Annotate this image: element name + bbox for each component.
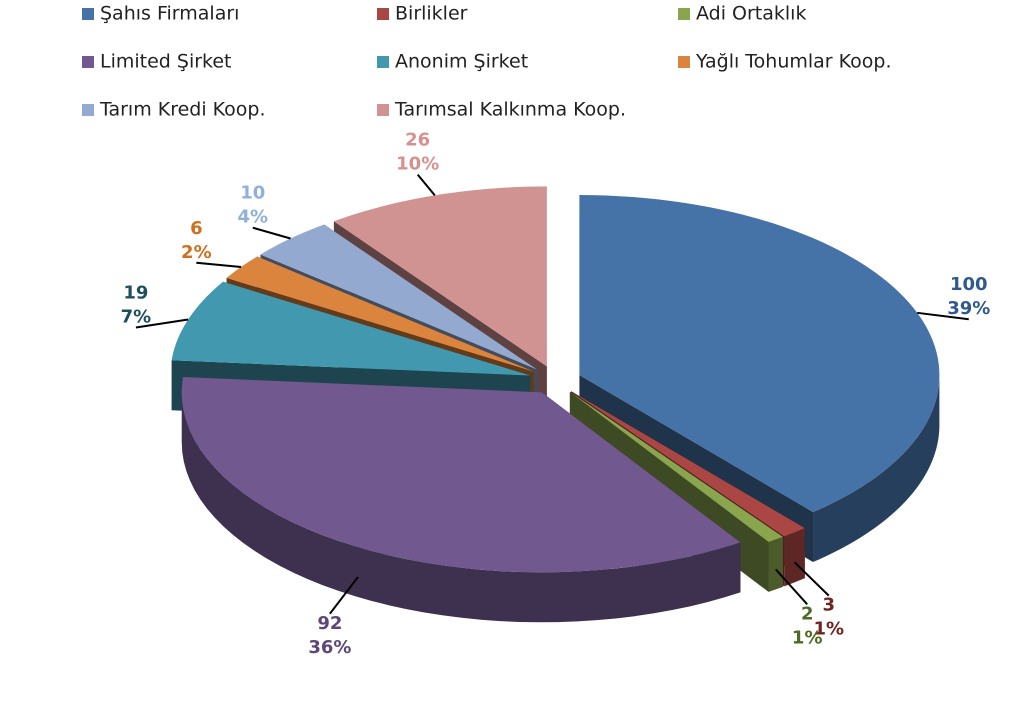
legend-swatch: [82, 8, 94, 20]
legend-label: Limited Şirket: [100, 51, 232, 73]
value-label: 19: [123, 282, 148, 303]
slice-side: [768, 536, 783, 592]
legend-swatch: [82, 56, 94, 68]
legend-swatch: [82, 104, 94, 116]
leader-line: [329, 576, 359, 615]
slice: [181, 376, 741, 573]
value-label: 92: [317, 613, 342, 634]
percent-label: 4%: [238, 207, 269, 228]
leader-line: [135, 318, 189, 329]
legend-swatch: [377, 104, 389, 116]
value-label: 100: [950, 274, 988, 295]
leader-line: [416, 173, 436, 196]
legend-label: Tarım Kredi Koop.: [99, 99, 266, 121]
slice-side: [181, 392, 741, 623]
value-label: 2: [801, 603, 814, 624]
value-label: 26: [405, 130, 430, 151]
slice-side: [813, 375, 940, 562]
percent-label: 36%: [308, 637, 351, 658]
leader-line: [917, 311, 969, 321]
value-label: 6: [190, 218, 203, 239]
legend-label: Tarımsal Kalkınma Koop.: [394, 99, 626, 121]
leader-line: [252, 226, 291, 240]
value-label: 3: [822, 595, 835, 616]
percent-label: 2%: [181, 242, 212, 263]
legend-label: Adi Ortaklık: [696, 3, 806, 25]
slice: [333, 186, 547, 367]
leader-line: [775, 568, 808, 605]
leader-line: [793, 561, 830, 597]
slice-side: [784, 528, 805, 587]
legend-swatch: [678, 8, 690, 20]
percent-label: 10%: [396, 154, 439, 175]
slice: [226, 256, 534, 372]
percent-label: 1%: [813, 619, 844, 640]
percent-label: 7%: [121, 306, 152, 327]
slice: [569, 391, 783, 542]
legend-swatch: [377, 56, 389, 68]
percent-label: 39%: [947, 298, 990, 319]
legend-label: Yağlı Tohumlar Koop.: [695, 51, 892, 73]
legend-label: Birlikler: [395, 3, 468, 25]
legend-label: Anonim Şirket: [395, 51, 528, 73]
slice: [171, 281, 531, 376]
slice: [260, 224, 538, 370]
pie: [171, 186, 940, 623]
slice: [579, 195, 940, 512]
legend-swatch: [678, 56, 690, 68]
leader-line: [196, 261, 242, 268]
legend-label: Şahıs Firmaları: [100, 3, 239, 25]
percent-label: 1%: [792, 627, 823, 648]
legend-swatch: [377, 8, 389, 20]
value-label: 10: [240, 183, 265, 204]
slice: [571, 391, 805, 537]
